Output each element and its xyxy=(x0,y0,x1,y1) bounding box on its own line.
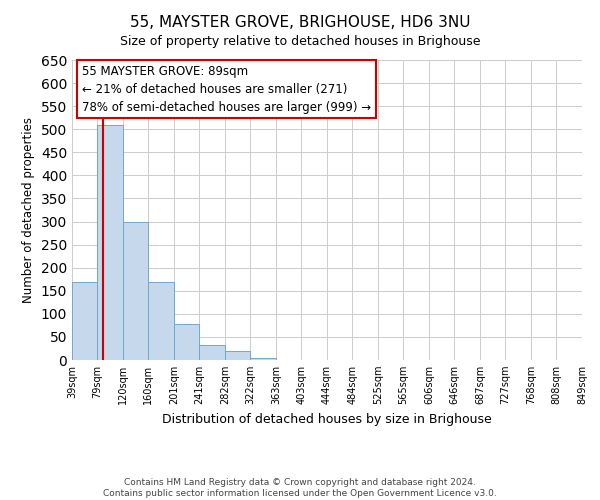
Bar xyxy=(225,351,250,360)
Bar xyxy=(72,282,97,360)
Text: Contains HM Land Registry data © Crown copyright and database right 2024.
Contai: Contains HM Land Registry data © Crown c… xyxy=(103,478,497,498)
X-axis label: Distribution of detached houses by size in Brighouse: Distribution of detached houses by size … xyxy=(162,412,492,426)
Bar xyxy=(199,345,225,360)
Text: 55 MAYSTER GROVE: 89sqm
← 21% of detached houses are smaller (271)
78% of semi-d: 55 MAYSTER GROVE: 89sqm ← 21% of detache… xyxy=(82,64,371,114)
Y-axis label: Number of detached properties: Number of detached properties xyxy=(22,117,35,303)
Bar xyxy=(97,124,123,360)
Bar xyxy=(174,324,199,360)
Bar xyxy=(123,222,148,360)
Text: 55, MAYSTER GROVE, BRIGHOUSE, HD6 3NU: 55, MAYSTER GROVE, BRIGHOUSE, HD6 3NU xyxy=(130,15,470,30)
Bar xyxy=(250,358,276,360)
Text: Size of property relative to detached houses in Brighouse: Size of property relative to detached ho… xyxy=(120,35,480,48)
Bar xyxy=(148,282,174,360)
